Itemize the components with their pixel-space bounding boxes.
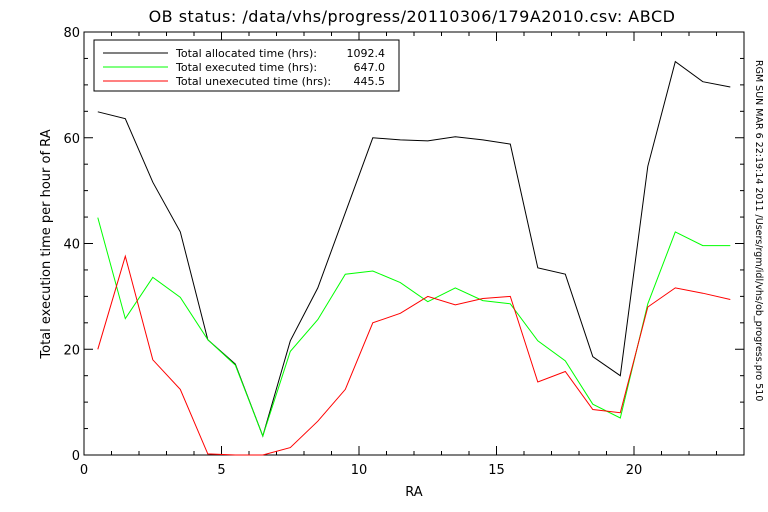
x-tick-label: 20 xyxy=(626,463,643,478)
legend-value-unexecuted: 445.5 xyxy=(354,75,386,88)
legend-value-allocated: 1092.4 xyxy=(347,47,386,60)
y-tick-label: 60 xyxy=(63,132,80,147)
x-tick-label: 15 xyxy=(488,463,505,478)
legend: Total allocated time (hrs): 1092.4 Total… xyxy=(93,39,400,92)
x-tick-label: 5 xyxy=(217,463,225,478)
x-tick-label: 10 xyxy=(351,463,368,478)
x-axis-ticks: 0 5 10 15 20 xyxy=(80,32,745,478)
side-annotation: RGM SUN MAR 6 22:19:14 2011 /Users/rgm/i… xyxy=(753,60,764,401)
y-tick-label: 80 xyxy=(63,26,80,41)
x-tick-label: 0 xyxy=(80,463,88,478)
series-lines xyxy=(97,60,731,456)
y-axis-label: Total execution time per hour of RA xyxy=(39,129,54,359)
y-tick-label: 20 xyxy=(63,343,80,358)
y-tick-label: 0 xyxy=(72,449,80,464)
series-line-executed xyxy=(97,217,731,438)
legend-label-unexecuted: Total unexecuted time (hrs): xyxy=(175,75,331,88)
y-tick-label: 40 xyxy=(63,238,80,253)
chart-title: OB status: /data/vhs/progress/20110306/1… xyxy=(149,7,676,26)
x-axis-label: RA xyxy=(405,485,423,500)
y-axis-ticks: 0 20 40 60 80 xyxy=(63,26,744,464)
series-line-allocated xyxy=(97,60,731,438)
legend-label-executed: Total executed time (hrs): xyxy=(175,61,317,74)
legend-label-allocated: Total allocated time (hrs): xyxy=(175,47,317,60)
legend-value-executed: 647.0 xyxy=(354,61,386,74)
series-line-unexecuted xyxy=(97,254,731,456)
legend-box xyxy=(93,39,400,92)
